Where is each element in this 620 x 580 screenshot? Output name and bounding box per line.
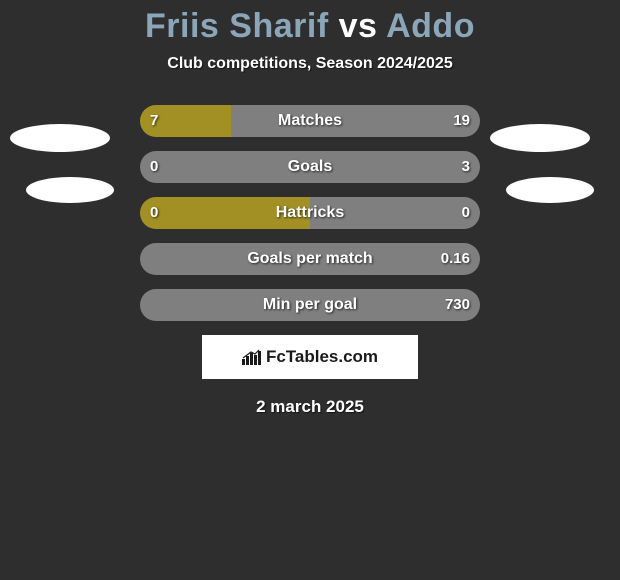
stat-row: Hattricks00 [0, 197, 620, 229]
logo-text: FcTables.com [266, 347, 378, 367]
stat-row: Min per goal730 [0, 289, 620, 321]
bar-track [140, 197, 480, 229]
bar-chart-icon [242, 349, 262, 365]
bar-right-fill [140, 243, 480, 275]
title-player2: Addo [386, 7, 475, 45]
decorative-ellipse [10, 124, 110, 152]
bar-right-fill [140, 289, 480, 321]
bar-track [140, 243, 480, 275]
decorative-ellipse [506, 177, 594, 203]
bar-left-fill [140, 197, 310, 229]
bar-track [140, 289, 480, 321]
date: 2 march 2025 [0, 397, 620, 417]
page-title: Friis Sharif vs Addo [0, 6, 620, 47]
bar-track [140, 105, 480, 137]
bar-track [140, 151, 480, 183]
stat-row: Goals per match0.16 [0, 243, 620, 275]
bar-right-fill [231, 105, 480, 137]
title-player1: Friis Sharif [145, 7, 329, 45]
title-vs: vs [339, 7, 378, 45]
comparison-infographic: Friis Sharif vs Addo Club competitions, … [0, 0, 620, 417]
decorative-ellipse [26, 177, 114, 203]
bar-left-fill [140, 105, 231, 137]
subtitle: Club competitions, Season 2024/2025 [0, 55, 620, 73]
bar-right-fill [310, 197, 480, 229]
bar-right-fill [140, 151, 480, 183]
decorative-ellipse [490, 124, 590, 152]
logo-box: FcTables.com [202, 335, 418, 379]
logo: FcTables.com [242, 347, 378, 367]
